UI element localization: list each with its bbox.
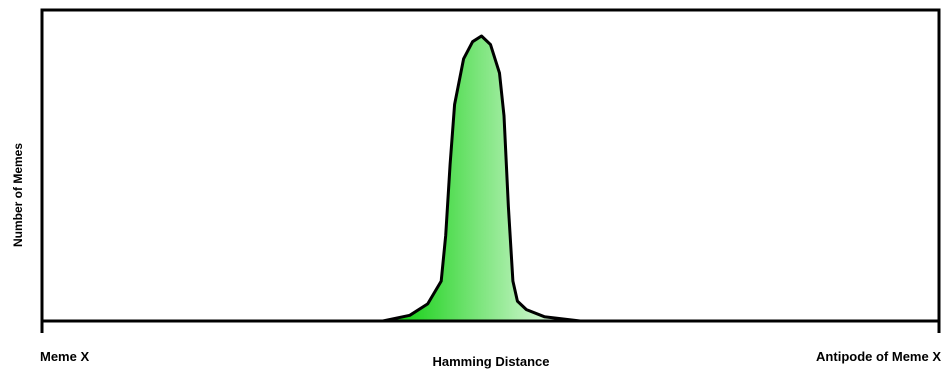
- x-axis-left-end-label: Meme X: [40, 349, 90, 364]
- y-axis-label: Number of Memes: [11, 142, 25, 248]
- x-axis-right-end-label: Antipode of Meme X: [816, 349, 941, 364]
- distribution-curve: [382, 34, 581, 323]
- x-axis-label: Hamming Distance: [432, 354, 550, 369]
- distribution-area: [382, 36, 581, 321]
